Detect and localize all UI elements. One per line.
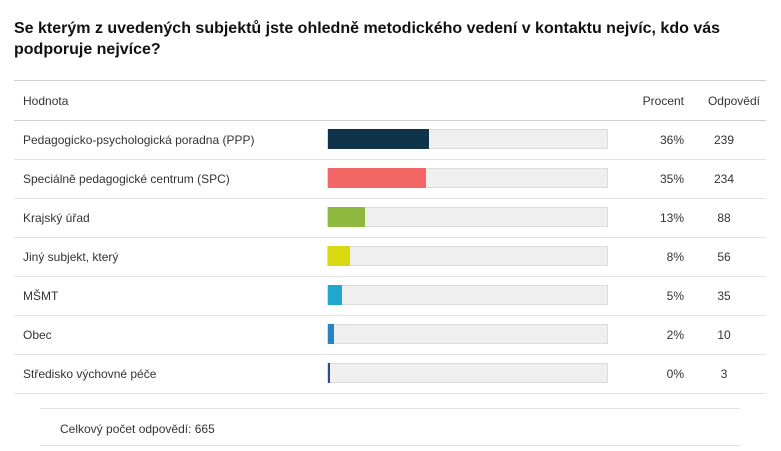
row-label: Středisko výchovné péče: [23, 367, 157, 381]
footer: Celkový počet odpovědí: 665: [40, 408, 740, 446]
row-count: 234: [713, 172, 735, 186]
bar-fill: [328, 285, 342, 305]
row-percent: 8%: [666, 250, 684, 264]
row-label: MŠMT: [23, 289, 59, 303]
total-responses: Celkový počet odpovědí: 665: [60, 422, 215, 436]
table-body: Pedagogicko-psychologická poradna (PPP) 3…: [14, 121, 766, 394]
row-percent: 0%: [666, 367, 684, 381]
table-row: Pedagogicko-psychologická poradna (PPP) 3…: [14, 121, 766, 160]
row-count: 88: [717, 211, 731, 225]
row-percent: 2%: [666, 328, 684, 342]
results-table: Hodnota Procent Odpovědí Pedagogicko-psy…: [14, 80, 766, 394]
table-row: Středisko výchovné péče 0% 3: [14, 355, 766, 394]
table-row: Jiný subjekt, který 8% 56: [14, 238, 766, 277]
row-count: 56: [717, 250, 731, 264]
bar-fill: [328, 168, 426, 188]
bar-track: [327, 246, 608, 266]
bar-track: [327, 168, 608, 188]
bar-track: [327, 207, 608, 227]
table-header: Hodnota Procent Odpovědí: [14, 80, 766, 121]
bar-track: [327, 363, 608, 383]
bar-track: [327, 324, 608, 344]
table-row: Krajský úřad 13% 88: [14, 199, 766, 238]
question-title: Se kterým z uvedených subjektů jste ohle…: [14, 20, 721, 58]
bar-fill: [328, 207, 365, 227]
table-row: MŠMT 5% 35: [14, 277, 766, 316]
table-row: Obec 2% 10: [14, 316, 766, 355]
row-count: 239: [713, 133, 735, 147]
header-count: Odpovědí: [707, 94, 760, 108]
bar-fill: [328, 246, 350, 266]
row-count: 3: [720, 367, 728, 381]
row-percent: 35%: [659, 172, 684, 186]
row-percent: 13%: [659, 211, 684, 225]
bar-fill: [328, 324, 334, 344]
header-value: Hodnota: [23, 94, 69, 108]
row-count: 10: [717, 328, 731, 342]
row-count: 35: [717, 289, 731, 303]
row-label: Obec: [23, 328, 52, 342]
row-label: Krajský úřad: [23, 211, 90, 225]
row-percent: 5%: [666, 289, 684, 303]
row-percent: 36%: [659, 133, 684, 147]
row-label: Pedagogicko-psychologická poradna (PPP): [23, 133, 255, 147]
row-label: Jiný subjekt, který: [23, 250, 119, 264]
bar-track: [327, 129, 608, 149]
bar-fill: [328, 363, 330, 383]
header-percent: Procent: [642, 94, 684, 108]
row-label: Speciálně pedagogické centrum (SPC): [23, 172, 230, 186]
bar-track: [327, 285, 608, 305]
bar-fill: [328, 129, 429, 149]
table-row: Speciálně pedagogické centrum (SPC) 35% 23…: [14, 160, 766, 199]
